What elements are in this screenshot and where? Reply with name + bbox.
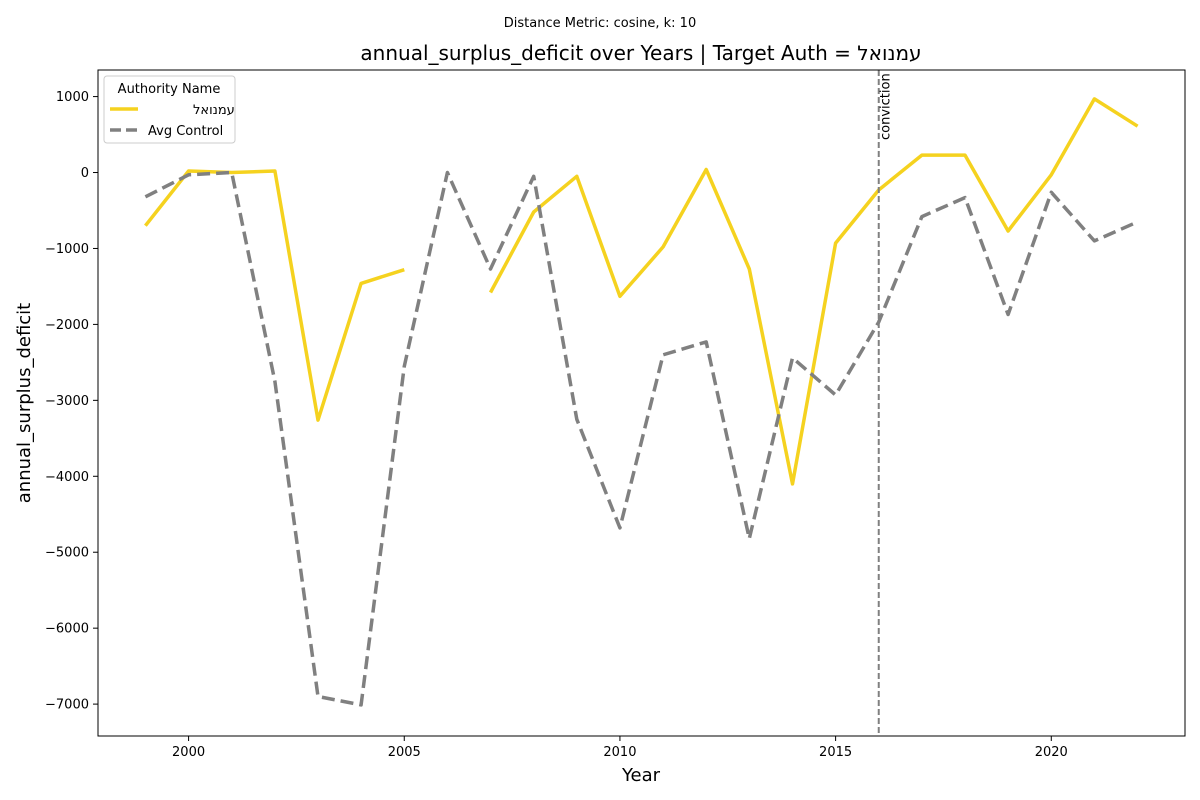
y-tick-label: −6000 bbox=[45, 622, 89, 637]
y-tick-label: −5000 bbox=[45, 546, 89, 561]
plot-frame bbox=[97, 69, 1186, 737]
x-axis-label: Year bbox=[621, 765, 661, 786]
series-line-target bbox=[144, 97, 1139, 486]
y-axis-label: annual_surplus_deficit bbox=[14, 303, 35, 503]
y-tick-label: −3000 bbox=[45, 394, 89, 409]
conviction-marker-label: conviction bbox=[879, 73, 894, 140]
legend-box bbox=[103, 75, 236, 144]
legend: Authority Name עמנואל Avg Control bbox=[103, 75, 236, 144]
y-tick-label: −4000 bbox=[45, 470, 89, 485]
x-tick-label: 2020 bbox=[1035, 745, 1068, 760]
legend-title: Authority Name bbox=[118, 82, 221, 97]
x-tick-label: 2005 bbox=[388, 745, 421, 760]
y-axis-ticks: −7000 −6000 −5000 −4000 −3000 −2000 −1000 0 1000 bbox=[45, 90, 98, 713]
y-tick-label: −2000 bbox=[45, 318, 89, 333]
x-axis-ticks: 2000 2005 2010 2015 2020 bbox=[172, 736, 1068, 760]
x-tick-label: 2010 bbox=[603, 745, 636, 760]
chart-suptitle: Distance Metric: cosine, k: 10 bbox=[504, 16, 696, 31]
plot-area: conviction bbox=[144, 70, 1139, 736]
y-tick-label: 0 bbox=[81, 166, 89, 181]
y-tick-label: −7000 bbox=[45, 698, 89, 713]
y-tick-label: −1000 bbox=[45, 242, 89, 257]
legend-label-avg-control: Avg Control bbox=[148, 124, 223, 139]
chart-title: annual_surplus_deficit over Years | Targ… bbox=[360, 41, 921, 65]
y-tick-label: 1000 bbox=[56, 90, 89, 105]
x-tick-label: 2015 bbox=[819, 745, 852, 760]
x-tick-label: 2000 bbox=[172, 745, 205, 760]
series-line-avg-control bbox=[144, 170, 1139, 707]
legend-label-target: עמנואל bbox=[193, 103, 235, 118]
